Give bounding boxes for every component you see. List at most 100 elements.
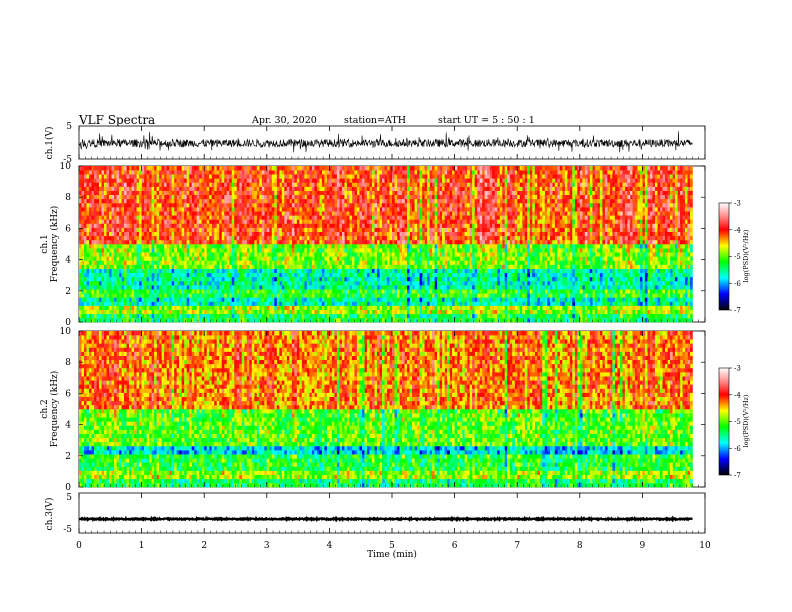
spectrogram-cell-row (94, 297, 97, 302)
spectrogram-cell-row (286, 256, 290, 261)
spectrogram-cell-row (254, 276, 258, 282)
spectrogram-cell-row (91, 219, 95, 224)
spectrogram-cell-row (632, 256, 636, 261)
spectrogram-cell-row (264, 235, 268, 241)
spectrogram-cell-row (116, 248, 120, 253)
spectrogram-cell-row (84, 293, 87, 298)
spectrogram-cell-row (467, 264, 470, 269)
spectrogram-cell-row (261, 244, 265, 249)
spectrogram-cell-row (504, 239, 508, 245)
spectrogram-cell-row (266, 293, 270, 298)
spectrogram-cell-row (201, 285, 205, 290)
spectrogram-cell-row (294, 244, 298, 249)
spectrogram-cell-row (109, 297, 112, 302)
spectrogram-cell-row (309, 301, 313, 306)
spectrogram-cell-row (346, 293, 350, 298)
spectrogram-cell-row (567, 223, 571, 228)
spectrogram-cell-row (131, 260, 135, 265)
spectrogram-cell-row (644, 227, 648, 232)
spectrogram-cell-row (659, 280, 663, 286)
spectrogram-cell-row (627, 231, 631, 237)
spectrogram-cell-row (199, 248, 202, 253)
spectrogram-cell-row (577, 297, 581, 302)
spectrogram-cell-row (407, 305, 410, 310)
spectrogram-cell-row (136, 256, 140, 261)
spectrogram-cell-row (634, 223, 638, 228)
spectrogram-cell-row (234, 268, 238, 274)
spectrogram-cell-row (144, 276, 147, 282)
spectrogram-cell-row (376, 309, 380, 315)
spectrogram-cell-row (384, 293, 388, 298)
spectrogram-cell-row (502, 248, 505, 253)
spectrogram-cell-row (91, 231, 95, 237)
spectrogram-cell-row (602, 239, 606, 245)
spectrogram-cell-row (594, 309, 598, 315)
spectrogram-cell-row (394, 309, 398, 315)
spectrogram-cell-row (149, 305, 152, 310)
spectrogram-cell-row (164, 223, 167, 228)
spectrogram-cell-row (599, 223, 603, 228)
spectrogram-cell-row (674, 268, 678, 274)
spectrogram-cell-row (607, 256, 611, 261)
spectrogram-cell-row (256, 239, 260, 245)
spectrogram-cell-row (422, 239, 425, 245)
spectrogram-cell-row (121, 231, 125, 237)
spectrogram-cell-row (512, 244, 515, 249)
spectrogram-cell-row (424, 301, 428, 306)
spectrogram-cell-row (599, 264, 603, 269)
spectrogram-cell-row (472, 285, 475, 290)
spectrogram-cell-row (149, 317, 152, 323)
spectrogram-cell-row (432, 276, 435, 282)
spectrogram-cell-row (366, 227, 370, 232)
spectrogram-cell-row (587, 289, 591, 294)
spectrogram-cell-row (196, 305, 200, 310)
spectrogram-cell-row (549, 244, 553, 249)
spectrogram-cell-row (96, 215, 100, 220)
spectrogram-cell-row (544, 248, 548, 253)
spectrogram-cell-row (354, 248, 358, 253)
spectrogram-cell-row (424, 231, 428, 237)
spectrogram-cell-row (462, 248, 465, 253)
spectrogram-cell-row (99, 301, 102, 306)
spectrogram-cell-row (514, 293, 518, 298)
spectrogram-cell-row (589, 235, 593, 241)
spectrogram-cell-row (594, 289, 598, 294)
spectrogram-cell-row (211, 280, 215, 286)
spectrogram-cell-row (241, 285, 245, 290)
spectrogram-cell-row (417, 280, 420, 286)
spectrogram-cell-row (111, 219, 115, 224)
spectrogram-cell-row (444, 268, 448, 274)
spectrogram-cell-row (324, 317, 328, 323)
spectrogram-cell-row (291, 235, 295, 241)
spectrogram-cell-row (241, 264, 245, 269)
spectrogram-cell-row (417, 219, 420, 224)
spectrogram-cell-row (504, 223, 508, 228)
spectrogram-cell-row (459, 231, 463, 237)
spectrogram-cell-row (369, 309, 373, 315)
spectrogram-cell-row (579, 317, 583, 323)
spectrogram-cell-row (94, 285, 97, 290)
spectrogram-cell-row (614, 268, 618, 274)
spectrogram-cell-row (289, 260, 293, 265)
spectrogram-cell-row (96, 280, 100, 286)
spectrogram-cell-row (617, 280, 621, 286)
spectrogram-cell-row (682, 260, 686, 265)
spectrogram-cell-row (216, 223, 220, 228)
spectrogram-cell-row (424, 244, 428, 249)
spectrogram-cell-row (196, 260, 200, 265)
spectrogram-cell-row (687, 239, 691, 245)
spectrogram-cell-row (417, 268, 420, 274)
spectrogram-cell-row (121, 252, 125, 257)
spectrogram-cell-row (652, 264, 656, 269)
spectrogram-cell-row (276, 264, 280, 269)
spectrogram-cell-row (136, 280, 140, 286)
spectrogram-cell-row (311, 235, 315, 241)
spectrogram-cell-row (139, 215, 142, 220)
spectrogram-cell-row (196, 215, 200, 220)
spectrogram-cell-row (514, 248, 518, 253)
spectrogram-cell-row (507, 317, 510, 323)
spectrogram-cell-row (444, 313, 448, 319)
spectrogram-cell-row (224, 272, 228, 278)
spectrogram-cell-row (507, 280, 510, 286)
spectrogram-cell-row (294, 268, 298, 274)
